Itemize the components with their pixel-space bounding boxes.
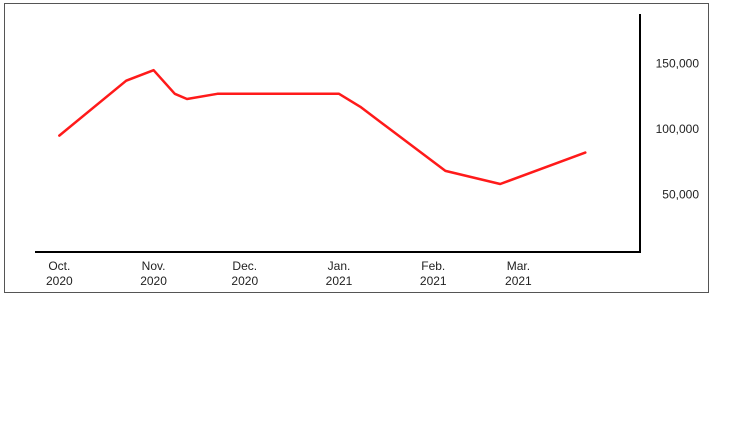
y-tick-label: 100,000 (656, 122, 700, 136)
x-axis-ticks: Oct.2020Nov.2020Dec.2020Jan.2021Feb.2021… (46, 259, 532, 288)
x-tick-label-month: Oct. (48, 259, 70, 273)
x-tick-label-month: Mar. (507, 259, 530, 273)
series-group (58, 68, 587, 186)
x-tick-label-month: Feb. (421, 259, 445, 273)
x-tick-label-year: 2021 (326, 274, 353, 288)
x-tick-label-month: Jan. (328, 259, 351, 273)
chart-frame: 50,000 100,000 150,000 Oct. 2020 Nov. 2020 Dec… (4, 3, 709, 293)
x-tick-label-year: 2020 (46, 274, 73, 288)
series-line (58, 68, 587, 186)
y-axis-ticks: 50,000 100,000 150,000 (656, 57, 700, 202)
x-tick-label-month: Dec. (232, 259, 257, 273)
x-tick-label-year: 2020 (231, 274, 258, 288)
chart-axes (35, 14, 641, 253)
x-tick-label-year: 2021 (505, 274, 532, 288)
x-tick-label-year: 2021 (420, 274, 447, 288)
x-tick-label-year: 2020 (140, 274, 167, 288)
y-tick-label: 50,000 (662, 187, 699, 201)
x-tick-label-month: Nov. (142, 259, 166, 273)
y-tick-label: 150,000 (656, 57, 700, 71)
